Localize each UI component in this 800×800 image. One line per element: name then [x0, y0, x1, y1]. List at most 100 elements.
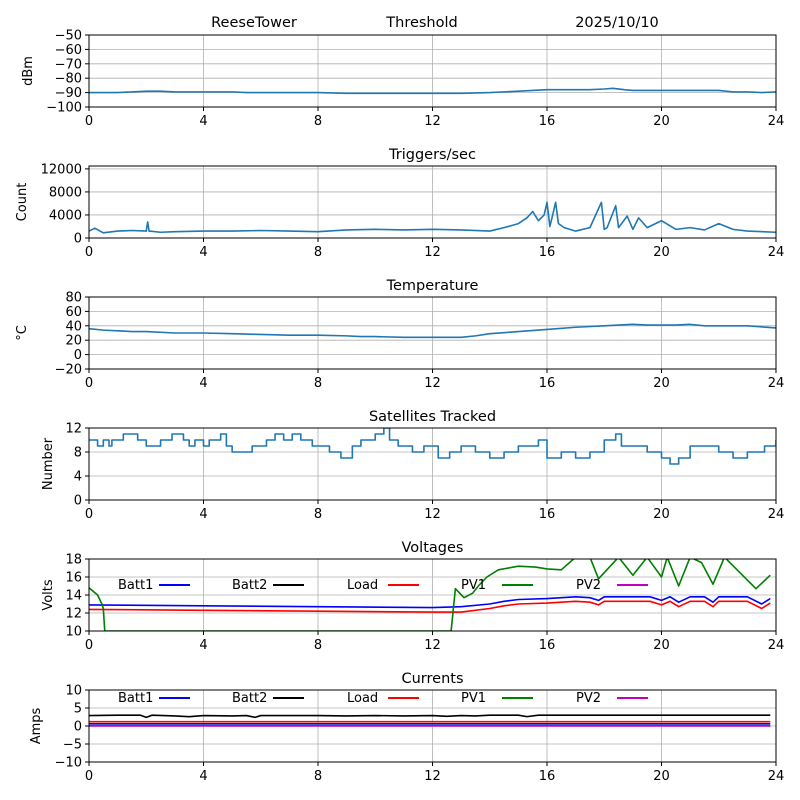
x-tick-label: 8	[314, 638, 322, 653]
panel-satellites: 0 4 8 12 16 20 24 0 4 8 12 Satellites Tracked Number	[41, 409, 784, 522]
series-line-triggers-sec	[89, 201, 776, 234]
x-tick-label: 4	[199, 376, 207, 391]
y-tick-label: 12000	[41, 162, 82, 177]
x-tick-label: 4	[199, 769, 207, 784]
y-tick-label: 8	[74, 446, 82, 461]
panel-title: Voltages	[402, 540, 464, 556]
legend-label-load: Load	[347, 691, 378, 706]
x-tick-label: 16	[539, 769, 556, 784]
x-tick-label: 12	[424, 769, 441, 784]
series-group	[89, 201, 776, 234]
legend-label-load: Load	[347, 578, 378, 593]
y-axis-label: °C	[15, 325, 30, 341]
legend-label-batt2: Batt2	[232, 691, 267, 706]
x-tick-label: 20	[653, 769, 670, 784]
x-tick-label: 8	[314, 114, 322, 129]
series-line-batt2	[89, 714, 771, 719]
x-tick-label: 24	[768, 376, 785, 391]
x-tick-label: 16	[539, 114, 556, 129]
legend-label-pv2: PV2	[576, 691, 601, 706]
y-tick-label: 20	[65, 334, 82, 349]
x-tick-label: 12	[424, 245, 441, 260]
series-line-pv1	[89, 559, 771, 631]
panel-voltages: 0 4 8 12 16 20 24 10 12 14 16 18 Voltages Volts Batt1 B…	[41, 540, 784, 653]
y-tick-label: 0	[74, 232, 82, 247]
y-tick-label: −5	[63, 738, 82, 753]
y-tick-label: −100	[46, 101, 82, 116]
y-tick-label: 4	[74, 470, 82, 485]
x-tick-label: 20	[653, 507, 670, 522]
series-group	[89, 323, 776, 339]
x-tick-label: 0	[85, 638, 93, 653]
x-tick-label: 0	[85, 376, 93, 391]
y-tick-label: 5	[74, 702, 82, 717]
x-tick-label: 4	[199, 114, 207, 129]
x-tick-label: 16	[539, 376, 556, 391]
x-tick-label: 24	[768, 507, 785, 522]
y-axis-label: Volts	[41, 579, 56, 611]
panel-currents: 0 4 8 12 16 20 24 −10 −5 0 5 10 Currents Amps Batt1 Bat…	[29, 671, 784, 784]
panel-threshold: 0 4 8 12 16 20 24 −100−90−80−70−60−50 dBm	[21, 29, 784, 130]
header-mode: Threshold	[385, 15, 457, 31]
series-line-temperature	[89, 323, 776, 339]
y-tick-label: 12	[65, 422, 82, 437]
x-tick-label: 8	[314, 769, 322, 784]
header-date: 2025/10/10	[575, 15, 659, 31]
series-group	[89, 559, 771, 631]
series-line-satellites	[89, 428, 776, 465]
header-station: ReeseTower	[211, 15, 297, 31]
y-axis-label: Count	[15, 183, 30, 222]
panel-title: Temperature	[386, 278, 479, 294]
y-tick-label: 16	[65, 571, 82, 586]
legend-label-pv1: PV1	[461, 578, 486, 593]
x-tick-label: 24	[768, 638, 785, 653]
x-tick-label: 0	[85, 769, 93, 784]
series-line-threshold	[89, 87, 776, 95]
y-tick-label: 0	[74, 348, 82, 363]
y-axis-label: Amps	[29, 707, 44, 744]
x-tick-label: 4	[199, 507, 207, 522]
y-tick-label: −60	[55, 43, 82, 58]
series-group	[89, 428, 776, 465]
y-tick-label: 80	[65, 291, 82, 306]
x-tick-label: 16	[539, 245, 556, 260]
y-tick-label: −80	[55, 72, 82, 87]
y-tick-label: −50	[55, 29, 82, 44]
y-tick-label: 60	[65, 305, 82, 320]
x-tick-label: 20	[653, 376, 670, 391]
x-tick-label: 4	[199, 638, 207, 653]
x-tick-label: 20	[653, 245, 670, 260]
x-tick-label: 8	[314, 376, 322, 391]
panel-title: Currents	[401, 671, 463, 687]
y-tick-label: 0	[74, 494, 82, 509]
series-line-batt1	[89, 595, 771, 609]
x-tick-label: 8	[314, 245, 322, 260]
y-tick-label: 40	[65, 319, 82, 334]
y-tick-label: 4000	[49, 208, 82, 223]
x-tick-label: 20	[653, 638, 670, 653]
y-tick-label: 10	[65, 625, 82, 640]
y-tick-label: −10	[55, 756, 82, 771]
legend-label-pv2: PV2	[576, 578, 601, 593]
x-tick-label: 20	[653, 114, 670, 129]
y-tick-label: 8000	[49, 185, 82, 200]
y-tick-label: −90	[55, 86, 82, 101]
y-tick-label: −20	[55, 363, 82, 378]
x-tick-label: 24	[768, 245, 785, 260]
series-line-load	[89, 600, 771, 613]
y-tick-label: 10	[65, 684, 82, 699]
panel-triggers: 0 4 8 12 16 20 24 0 4000 8000 12000 Triggers/sec Cou…	[15, 147, 784, 260]
x-tick-label: 16	[539, 507, 556, 522]
y-axis-label: Number	[41, 437, 56, 490]
x-tick-label: 8	[314, 507, 322, 522]
panel-title: Satellites Tracked	[369, 409, 496, 425]
series-group	[89, 714, 771, 727]
x-tick-label: 12	[424, 114, 441, 129]
legend-label-batt2: Batt2	[232, 578, 267, 593]
y-tick-label: 0	[74, 720, 82, 735]
x-tick-label: 0	[85, 507, 93, 522]
y-tick-label: 18	[65, 553, 82, 568]
x-tick-label: 24	[768, 114, 785, 129]
